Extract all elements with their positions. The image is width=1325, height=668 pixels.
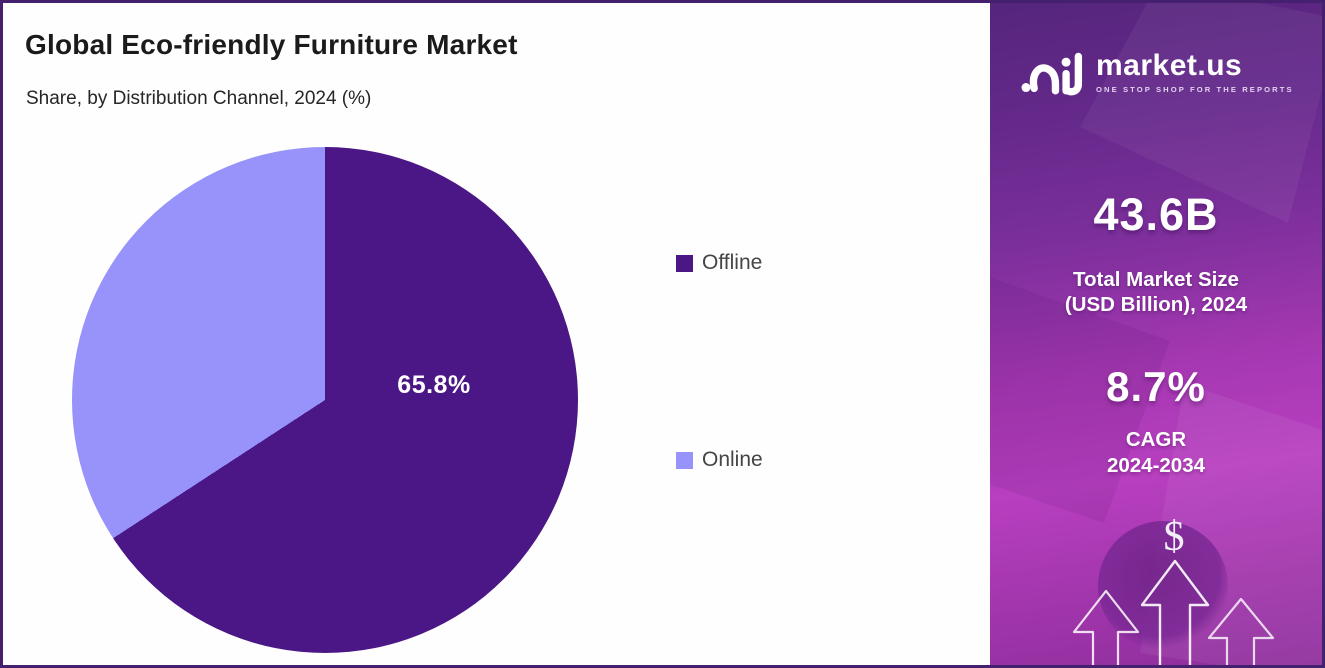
legend-label-online: Online xyxy=(702,448,763,471)
dollar-icon: $ xyxy=(1163,514,1185,560)
chart-panel: Global Eco-friendly Furniture Market Sha… xyxy=(3,3,990,665)
legend-item-online: Online xyxy=(676,448,763,472)
pie-chart: 65.8% xyxy=(72,147,578,653)
stat-market-size-value: 43.6B xyxy=(1093,189,1219,240)
stat-cagr-label-line1: CAGR xyxy=(1125,428,1187,451)
brand-name: market.us xyxy=(1096,48,1243,82)
stat-cagr-label: CAGR 2024-2034 xyxy=(990,427,1322,478)
sidebar: market.us ONE STOP SHOP FOR THE REPORTS … xyxy=(990,3,1322,665)
stat-market-size-label-line2: (USD Billion), 2024 xyxy=(1064,293,1248,316)
stat-market-size-label-line1: Total Market Size xyxy=(1073,268,1239,291)
sidebar-stats: 43.6B Total Market Size (USD Billion), 2… xyxy=(990,189,1322,478)
stat-market-size-label: Total Market Size (USD Billion), 2024 xyxy=(990,267,1322,317)
legend-label-offline: Offline xyxy=(702,251,763,274)
chart-subtitle: Share, by Distribution Channel, 2024 (%) xyxy=(26,88,372,109)
brand-text: market.us ONE STOP SHOP FOR THE REPORTS xyxy=(1096,48,1294,94)
legend-swatch-online xyxy=(676,451,693,469)
growth-arrows-icon xyxy=(1072,559,1275,665)
brand-logo: market.us ONE STOP SHOP FOR THE REPORTS xyxy=(1020,45,1292,99)
pie-slice-label-offline: 65.8% xyxy=(397,371,471,399)
background-circle xyxy=(1098,521,1228,651)
legend-swatch-offline xyxy=(676,254,693,272)
stat-cagr-label-line2: 2024-2034 xyxy=(1106,453,1206,477)
marketus-logo-icon xyxy=(1021,52,1083,96)
stat-cagr-value: 8.7% xyxy=(1106,363,1206,410)
legend-item-offline: Offline xyxy=(676,251,762,275)
chart-title: Global Eco-friendly Furniture Market xyxy=(25,29,518,60)
brand-tagline: ONE STOP SHOP FOR THE REPORTS xyxy=(1096,84,1294,94)
